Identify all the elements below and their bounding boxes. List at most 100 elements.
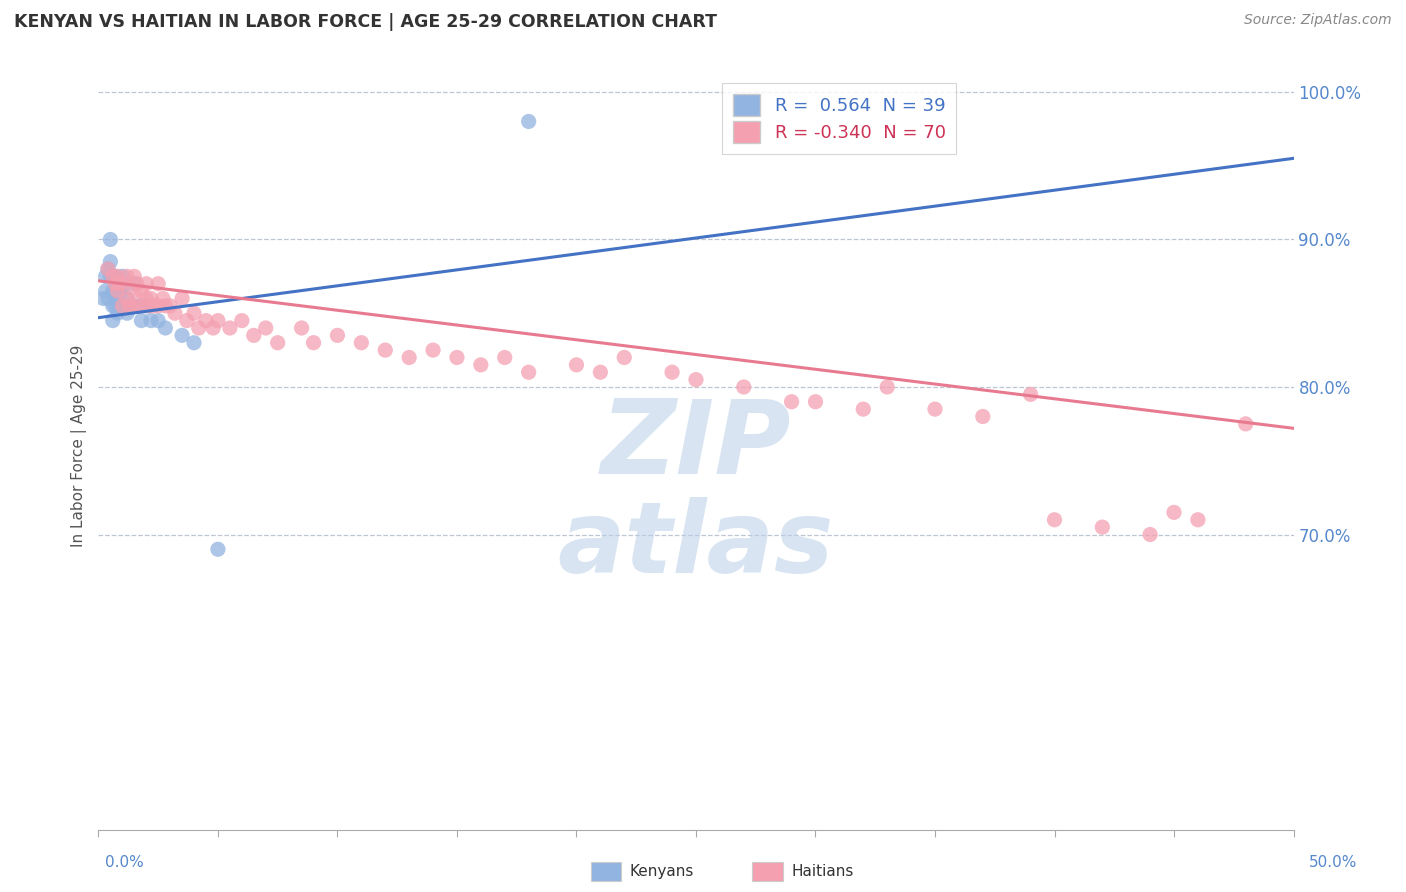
Point [142,299,165,313]
Point [115,269,138,284]
Point [155,299,177,313]
Point [104,299,127,313]
Point [254,321,277,335]
Point [128,299,150,313]
Y-axis label: In Labor Force | Age 25-29: In Labor Force | Age 25-29 [72,345,87,547]
Point [219,321,242,335]
Point [350,335,373,350]
Point [207,542,229,557]
Point [111,299,134,313]
Point [97,262,120,277]
Point [1019,387,1042,401]
Point [135,277,157,291]
Point [111,277,134,291]
Point [128,299,150,313]
Point [124,269,146,284]
Text: KENYAN VS HAITIAN IN LABOR FORCE | AGE 25-29 CORRELATION CHART: KENYAN VS HAITIAN IN LABOR FORCE | AGE 2… [14,13,717,31]
Point [108,277,131,291]
Point [661,365,683,379]
Point [374,343,396,358]
Point [517,114,540,128]
Point [135,299,157,313]
Point [972,409,994,424]
Point [470,358,492,372]
Point [243,328,266,343]
Point [148,299,170,313]
Point [685,373,707,387]
Point [613,351,636,365]
Text: Haitians: Haitians [792,864,853,879]
Point [131,284,153,298]
Point [176,313,198,327]
Point [138,299,160,313]
Point [91,292,114,306]
Point [183,306,205,320]
Point [107,292,129,306]
Point [115,292,138,306]
Point [804,394,827,409]
Point [94,284,117,298]
Text: Source: ZipAtlas.com: Source: ZipAtlas.com [1244,13,1392,28]
Point [124,284,146,298]
Point [98,254,122,268]
Point [172,292,194,306]
Point [876,380,898,394]
Point [187,321,209,335]
Point [159,299,181,313]
Point [101,313,124,327]
Point [107,269,129,284]
Point [291,321,314,335]
Point [107,277,129,291]
Point [101,269,124,284]
Point [148,277,170,291]
Point [422,343,444,358]
Point [163,306,186,320]
Point [446,351,468,365]
Text: 50.0%: 50.0% [1309,855,1357,870]
Point [124,277,146,291]
Point [155,321,177,335]
Text: atlas: atlas [558,497,834,594]
Point [118,299,141,313]
Point [1187,513,1209,527]
Point [326,328,349,343]
Point [733,380,755,394]
Point [924,402,946,417]
Point [115,306,138,320]
Point [148,313,170,327]
Point [107,284,129,298]
Legend: R =  0.564  N = 39, R = -0.340  N = 70: R = 0.564 N = 39, R = -0.340 N = 70 [723,83,956,154]
Point [107,306,129,320]
Point [1163,505,1185,519]
Point [97,262,120,277]
Point [1091,520,1114,534]
Point [852,402,875,417]
Point [494,351,516,365]
Point [267,335,290,350]
Point [172,328,194,343]
Point [98,269,122,284]
Point [195,313,218,327]
Point [111,284,134,298]
Text: Kenyans: Kenyans [630,864,695,879]
Point [124,299,146,313]
Point [115,292,138,306]
Point [1234,417,1257,431]
Point [183,335,205,350]
Point [152,292,174,306]
Point [202,321,225,335]
Point [124,299,146,313]
Point [565,358,588,372]
Point [1139,527,1161,541]
Point [780,394,803,409]
Point [517,365,540,379]
Point [108,299,131,313]
Point [302,335,325,350]
Point [104,277,127,291]
Point [589,365,612,379]
Point [207,313,229,327]
Text: 0.0%: 0.0% [105,855,145,870]
Point [104,269,127,284]
Point [108,284,131,298]
Point [231,313,253,327]
